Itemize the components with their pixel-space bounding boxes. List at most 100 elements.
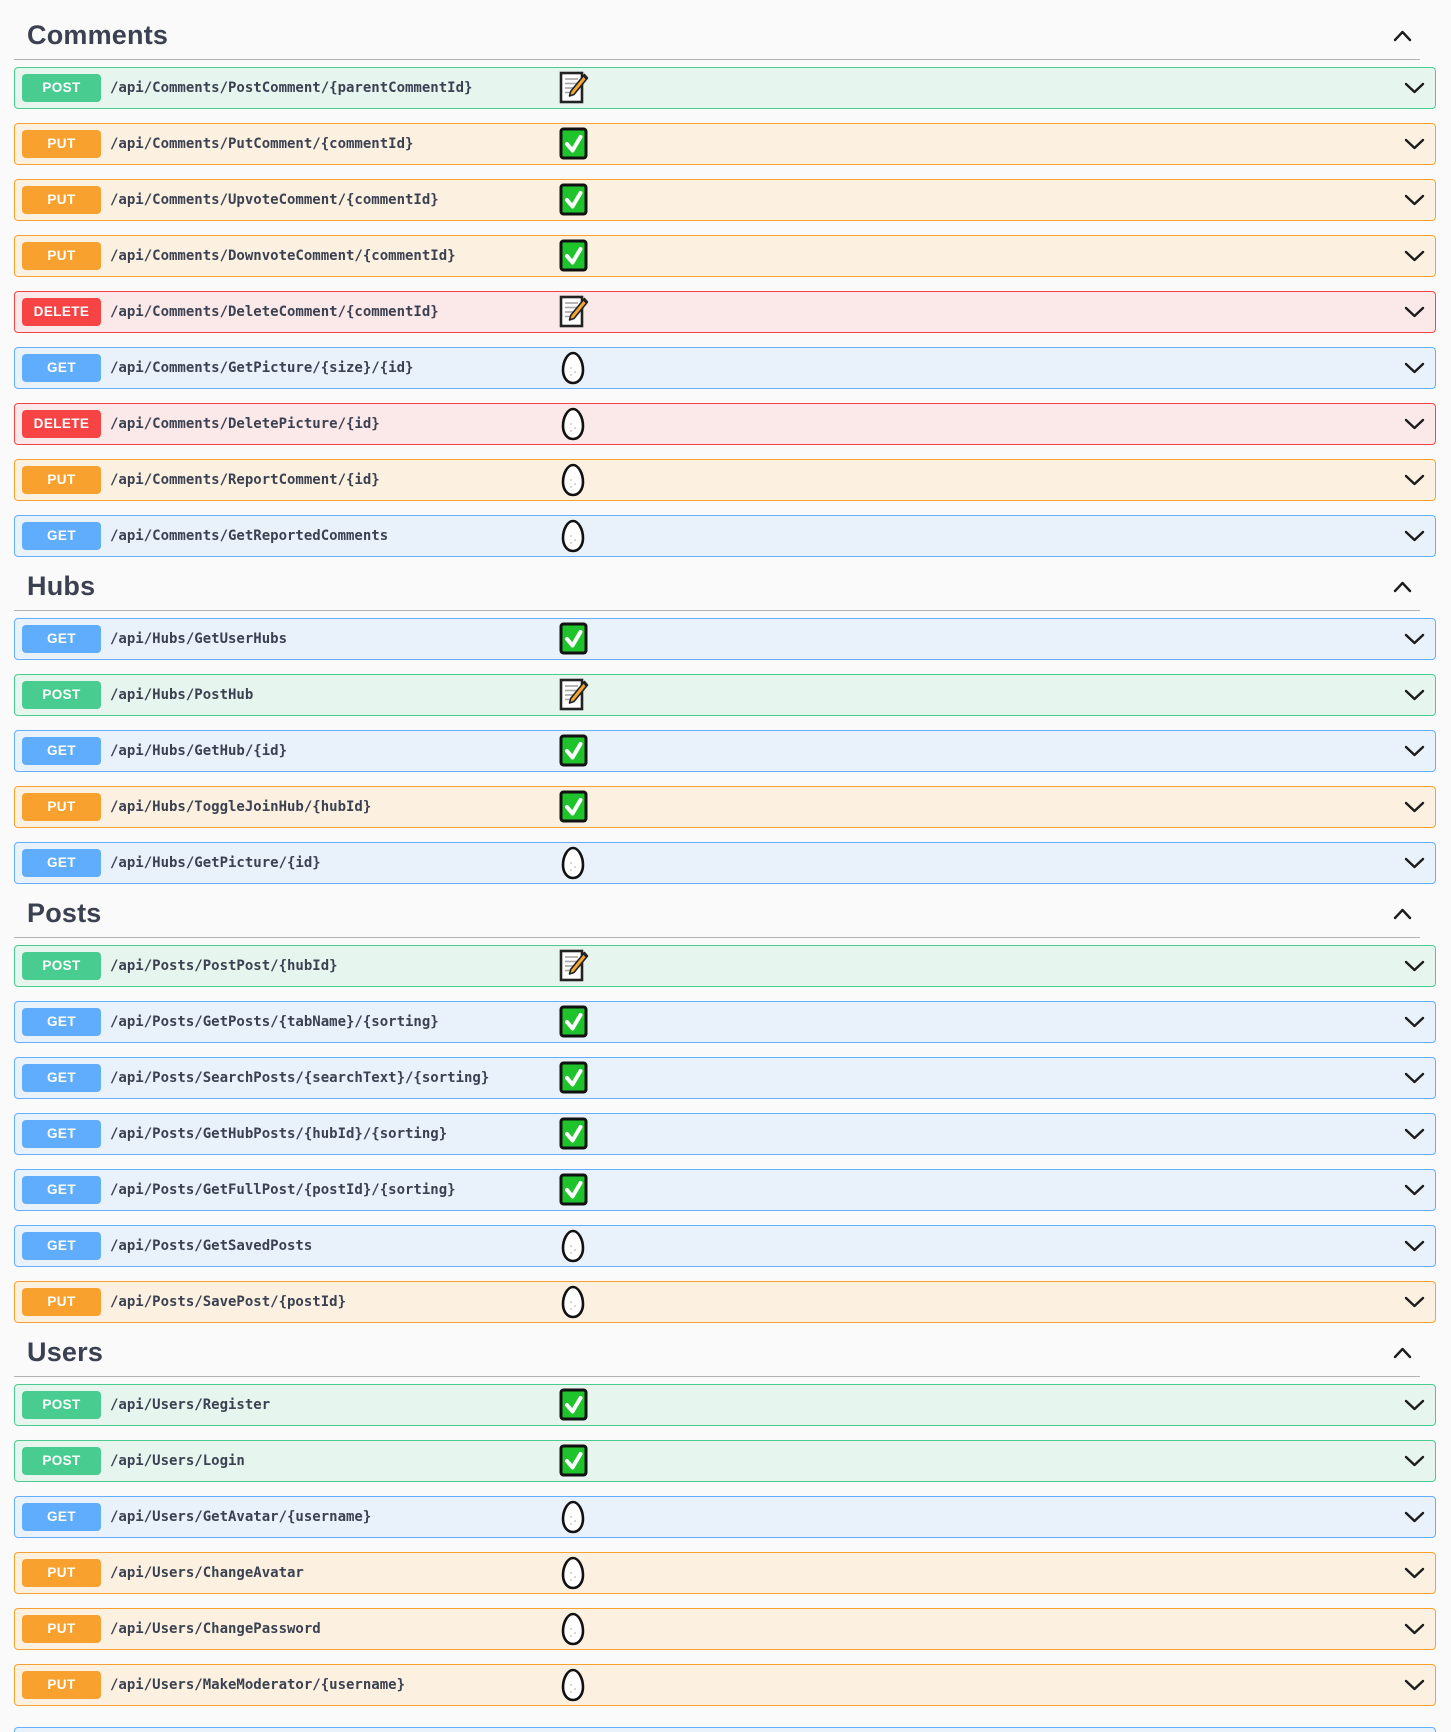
chevron-down-icon[interactable] bbox=[1404, 1184, 1425, 1196]
operation-row-posts-1[interactable]: GET /api/Posts/GetPosts/{tabName}/{sorti… bbox=[14, 1001, 1436, 1043]
chevron-down-icon[interactable] bbox=[1404, 1679, 1425, 1691]
chevron-down-icon[interactable] bbox=[1404, 1072, 1425, 1084]
operation-list: POST /api/Comments/PostComment/{parentCo… bbox=[14, 67, 1436, 557]
operation-row-posts-0[interactable]: POST /api/Posts/PostPost/{hubId} bbox=[14, 945, 1436, 987]
chevron-down-icon[interactable] bbox=[1404, 960, 1425, 972]
operation-row-users-1[interactable]: POST /api/Users/Login bbox=[14, 1440, 1436, 1482]
method-badge: GET bbox=[22, 1007, 101, 1036]
chevron-down-icon[interactable] bbox=[1404, 418, 1425, 430]
operation-row-comments-2[interactable]: PUT /api/Comments/UpvoteComment/{comment… bbox=[14, 179, 1436, 221]
method-badge: PUT bbox=[22, 1670, 101, 1699]
operation-row-hubs-2[interactable]: GET /api/Hubs/GetHub/{id} bbox=[14, 730, 1436, 772]
operation-row-users-5[interactable]: PUT /api/Users/MakeModerator/{username} bbox=[14, 1664, 1436, 1706]
operation-row-comments-7[interactable]: PUT /api/Comments/ReportComment/{id} bbox=[14, 459, 1436, 501]
section-header: Users bbox=[14, 1337, 1436, 1368]
chevron-down-icon[interactable] bbox=[1404, 1128, 1425, 1140]
operation-row-comments-4[interactable]: DELETE /api/Comments/DeleteComment/{comm… bbox=[14, 291, 1436, 333]
chevron-down-icon[interactable] bbox=[1404, 250, 1425, 262]
chevron-down-icon[interactable] bbox=[1404, 1511, 1425, 1523]
chevron-down-icon[interactable] bbox=[1404, 1296, 1425, 1308]
method-badge: PUT bbox=[22, 129, 101, 158]
operation-row-posts-6[interactable]: PUT /api/Posts/SavePost/{postId} bbox=[14, 1281, 1436, 1323]
method-badge: PUT bbox=[22, 792, 101, 821]
method-badge: GET bbox=[22, 736, 101, 765]
method-badge: GET bbox=[22, 1119, 101, 1148]
section-divider bbox=[14, 1376, 1420, 1377]
chevron-down-icon[interactable] bbox=[1404, 633, 1425, 645]
operation-row-users-2[interactable]: GET /api/Users/GetAvatar/{username} bbox=[14, 1496, 1436, 1538]
check-icon bbox=[551, 622, 595, 655]
method-badge: PUT bbox=[22, 241, 101, 270]
method-badge: GET bbox=[22, 1175, 101, 1204]
operation-row-posts-4[interactable]: GET /api/Posts/GetFullPost/{postId}/{sor… bbox=[14, 1169, 1436, 1211]
operation-row-comments-6[interactable]: DELETE /api/Comments/DeletePicture/{id} bbox=[14, 403, 1436, 445]
operation-row-hubs-4[interactable]: GET /api/Hubs/GetPicture/{id} bbox=[14, 842, 1436, 884]
operation-row-posts-5[interactable]: GET /api/Posts/GetSavedPosts bbox=[14, 1225, 1436, 1267]
chevron-down-icon[interactable] bbox=[1404, 745, 1425, 757]
egg-icon bbox=[551, 351, 595, 385]
check-icon bbox=[551, 1005, 595, 1038]
chevron-down-icon[interactable] bbox=[1404, 1240, 1425, 1252]
chevron-down-icon[interactable] bbox=[1404, 306, 1425, 318]
operation-path: /api/Posts/SearchPosts/{searchText}/{sor… bbox=[110, 1069, 490, 1086]
operation-row-users-3[interactable]: PUT /api/Users/ChangeAvatar bbox=[14, 1552, 1436, 1594]
egg-icon bbox=[551, 519, 595, 553]
operation-path: /api/Comments/PostComment/{parentComment… bbox=[110, 79, 473, 96]
section-title: Users bbox=[27, 1337, 104, 1367]
chevron-up-icon[interactable] bbox=[1393, 30, 1412, 42]
check-icon bbox=[551, 734, 595, 767]
operation-path: /api/Comments/DownvoteComment/{commentId… bbox=[110, 247, 456, 264]
check-icon bbox=[551, 239, 595, 272]
method-badge: GET bbox=[22, 624, 101, 653]
chevron-down-icon[interactable] bbox=[1404, 1399, 1425, 1411]
operation-path: /api/Hubs/GetUserHubs bbox=[110, 630, 288, 647]
operation-row-users-0[interactable]: POST /api/Users/Register bbox=[14, 1384, 1436, 1426]
chevron-down-icon[interactable] bbox=[1404, 194, 1425, 206]
chevron-down-icon[interactable] bbox=[1404, 138, 1425, 150]
check-icon bbox=[551, 1061, 595, 1094]
method-badge: PUT bbox=[22, 1558, 101, 1587]
operation-row-comments-3[interactable]: PUT /api/Comments/DownvoteComment/{comme… bbox=[14, 235, 1436, 277]
operation-row-users-4[interactable]: PUT /api/Users/ChangePassword bbox=[14, 1608, 1436, 1650]
operation-path: /api/Hubs/GetHub/{id} bbox=[110, 742, 288, 759]
method-badge: DELETE bbox=[22, 297, 101, 326]
chevron-down-icon[interactable] bbox=[1404, 1455, 1425, 1467]
check-icon bbox=[551, 1173, 595, 1206]
operation-row-comments-1[interactable]: PUT /api/Comments/PutComment/{commentId} bbox=[14, 123, 1436, 165]
chevron-up-icon[interactable] bbox=[1393, 908, 1412, 920]
operation-row-hubs-0[interactable]: GET /api/Hubs/GetUserHubs bbox=[14, 618, 1436, 660]
operation-row-hubs-1[interactable]: POST /api/Hubs/PostHub bbox=[14, 674, 1436, 716]
operation-row-comments-8[interactable]: GET /api/Comments/GetReportedComments bbox=[14, 515, 1436, 557]
chevron-down-icon[interactable] bbox=[1404, 689, 1425, 701]
chevron-down-icon[interactable] bbox=[1404, 82, 1425, 94]
operation-path: /api/Comments/PutComment/{commentId} bbox=[110, 135, 414, 152]
chevron-down-icon[interactable] bbox=[1404, 474, 1425, 486]
method-badge: PUT bbox=[22, 1614, 101, 1643]
check-icon bbox=[551, 790, 595, 823]
operation-list: POST /api/Posts/PostPost/{hubId} GET /ap… bbox=[14, 945, 1436, 1323]
operation-row-comments-0[interactable]: POST /api/Comments/PostComment/{parentCo… bbox=[14, 67, 1436, 109]
chevron-down-icon[interactable] bbox=[1404, 362, 1425, 374]
chevron-down-icon[interactable] bbox=[1404, 1567, 1425, 1579]
operation-row-posts-3[interactable]: GET /api/Posts/GetHubPosts/{hubId}/{sort… bbox=[14, 1113, 1436, 1155]
chevron-up-icon[interactable] bbox=[1393, 581, 1412, 593]
operation-path: /api/Hubs/ToggleJoinHub/{hubId} bbox=[110, 798, 372, 815]
section-divider bbox=[14, 610, 1420, 611]
operation-row-hubs-3[interactable]: PUT /api/Hubs/ToggleJoinHub/{hubId} bbox=[14, 786, 1436, 828]
check-icon bbox=[551, 1388, 595, 1421]
operation-path: /api/Posts/GetSavedPosts bbox=[110, 1237, 313, 1254]
chevron-down-icon[interactable] bbox=[1404, 1623, 1425, 1635]
partial-operation-row[interactable] bbox=[14, 1727, 1436, 1732]
chevron-down-icon[interactable] bbox=[1404, 857, 1425, 869]
section-header: Posts bbox=[14, 898, 1436, 929]
method-badge: GET bbox=[22, 1063, 101, 1092]
operation-row-posts-2[interactable]: GET /api/Posts/SearchPosts/{searchText}/… bbox=[14, 1057, 1436, 1099]
operation-path: /api/Comments/DeletePicture/{id} bbox=[110, 415, 380, 432]
chevron-down-icon[interactable] bbox=[1404, 1016, 1425, 1028]
operation-row-comments-5[interactable]: GET /api/Comments/GetPicture/{size}/{id} bbox=[14, 347, 1436, 389]
chevron-down-icon[interactable] bbox=[1404, 530, 1425, 542]
chevron-down-icon[interactable] bbox=[1404, 801, 1425, 813]
chevron-up-icon[interactable] bbox=[1393, 1347, 1412, 1359]
method-badge: GET bbox=[22, 353, 101, 382]
method-badge: POST bbox=[22, 1390, 101, 1419]
